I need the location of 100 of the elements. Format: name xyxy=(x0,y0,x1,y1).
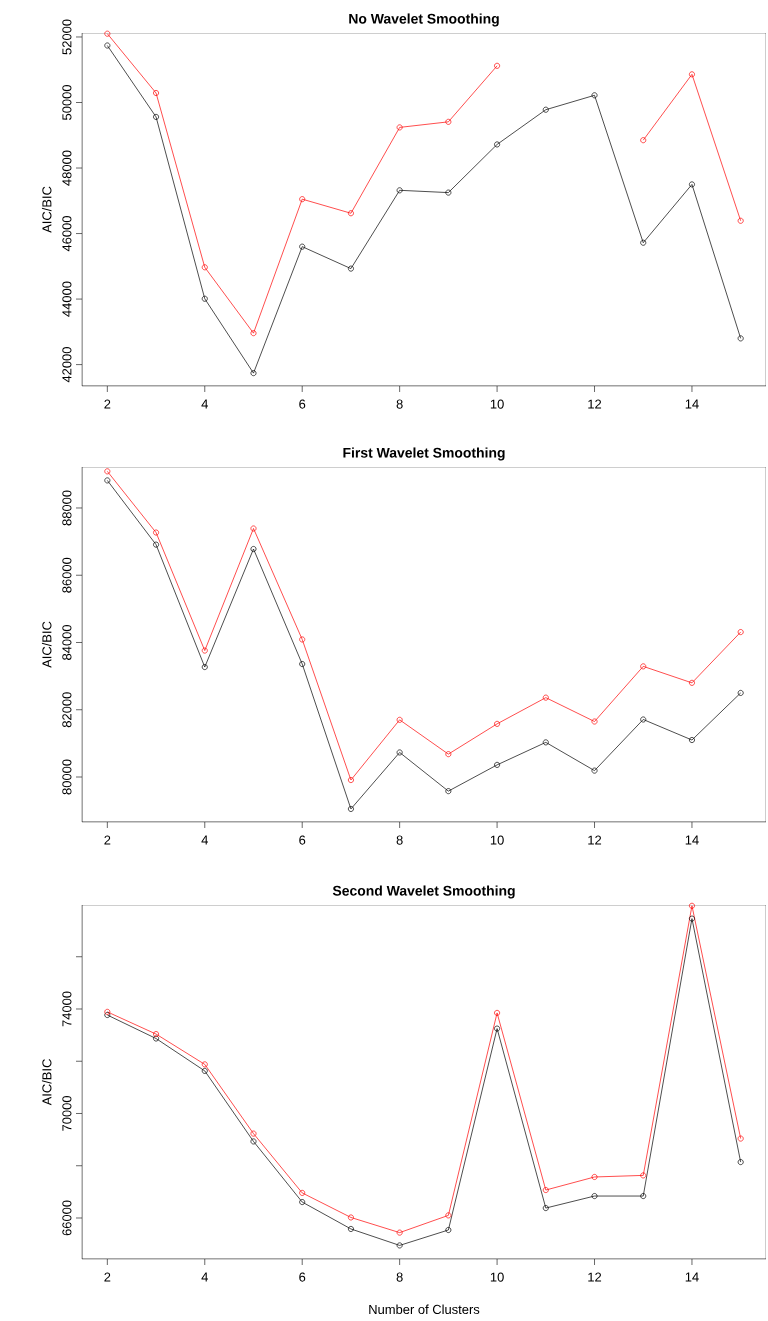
point xyxy=(494,141,501,148)
point xyxy=(689,915,695,922)
point xyxy=(640,663,647,670)
point xyxy=(299,196,306,203)
x-tick-label: 8 xyxy=(396,399,403,409)
point xyxy=(445,1212,452,1219)
point xyxy=(445,751,452,758)
point xyxy=(347,806,354,812)
point xyxy=(201,264,208,271)
x-tick-label: 12 xyxy=(588,1272,602,1282)
chart-title: Second Wavelet Smoothing xyxy=(332,885,515,899)
point xyxy=(396,1229,403,1236)
point xyxy=(591,718,598,725)
x-tick-label: 12 xyxy=(588,399,602,409)
x-tick-label: 6 xyxy=(299,1272,306,1282)
point xyxy=(201,295,208,302)
point xyxy=(542,694,549,701)
point xyxy=(542,739,549,746)
x-tick-label: 6 xyxy=(299,835,306,845)
y-tick-label: 48000 xyxy=(62,150,72,186)
point xyxy=(153,541,159,548)
point xyxy=(250,1138,257,1145)
x-tick-label: 14 xyxy=(685,835,699,845)
y-tick-label: 86000 xyxy=(62,557,72,593)
point xyxy=(494,761,501,768)
point xyxy=(299,1189,306,1196)
y-tick-label: 82000 xyxy=(62,692,72,728)
point xyxy=(591,1193,598,1199)
point xyxy=(347,265,354,272)
y-tick-label: 46000 xyxy=(62,216,72,252)
point xyxy=(396,716,403,723)
y-tick-label: 84000 xyxy=(62,624,72,660)
point xyxy=(591,767,598,774)
x-tick-label: 8 xyxy=(396,835,403,845)
x-axis-title: Number of Clusters xyxy=(369,1304,480,1315)
x-tick-label: 6 xyxy=(299,399,306,409)
x-tick-label: 14 xyxy=(685,399,699,409)
x-tick-label: 10 xyxy=(490,1272,504,1282)
point xyxy=(347,777,354,783)
point xyxy=(640,137,647,144)
y-tick-label: 42000 xyxy=(62,347,72,383)
point xyxy=(153,529,159,536)
y-tick-label: 44000 xyxy=(62,281,72,317)
point xyxy=(396,187,403,194)
y-axis-title: AIC/BIC xyxy=(41,186,52,233)
point xyxy=(640,1172,647,1179)
point xyxy=(689,679,695,686)
point xyxy=(299,243,306,250)
point xyxy=(591,92,598,99)
point xyxy=(250,330,257,337)
y-tick-label: 66000 xyxy=(62,1200,72,1236)
x-tick-label: 8 xyxy=(396,1272,403,1282)
y-axis-title: AIC/BIC xyxy=(41,621,52,668)
x-tick-label: 2 xyxy=(104,835,111,845)
point xyxy=(201,647,208,654)
point xyxy=(689,181,695,188)
point xyxy=(640,716,647,723)
point xyxy=(494,1009,501,1016)
point xyxy=(347,210,354,217)
point xyxy=(153,1031,159,1038)
point xyxy=(396,1242,403,1249)
y-tick-label: 74000 xyxy=(62,991,72,1027)
point xyxy=(299,661,306,667)
y-tick-label: 70000 xyxy=(62,1095,72,1131)
point xyxy=(396,749,403,756)
point xyxy=(153,113,159,120)
point xyxy=(494,1025,501,1032)
chart-title: First Wavelet Smoothing xyxy=(343,447,505,461)
point xyxy=(299,1199,306,1205)
point xyxy=(250,546,257,552)
point xyxy=(445,1227,452,1233)
y-axis-title: AIC/BIC xyxy=(41,1059,52,1106)
point xyxy=(542,106,549,113)
point xyxy=(689,737,695,743)
point xyxy=(640,239,647,246)
y-tick-label: 80000 xyxy=(62,759,72,795)
point xyxy=(542,1187,549,1193)
y-tick-label: 50000 xyxy=(62,85,72,120)
point xyxy=(445,118,452,125)
point xyxy=(689,71,695,78)
point xyxy=(250,370,257,377)
point xyxy=(250,525,257,532)
point xyxy=(153,1035,159,1042)
x-tick-label: 4 xyxy=(201,1272,208,1282)
y-tick-label: 52000 xyxy=(62,19,72,55)
point xyxy=(250,1130,257,1137)
x-tick-label: 12 xyxy=(588,835,602,845)
point xyxy=(494,720,501,727)
x-tick-label: 4 xyxy=(201,835,208,845)
point xyxy=(396,124,403,131)
point xyxy=(347,1226,354,1232)
chart-title: No Wavelet Smoothing xyxy=(349,13,499,27)
point xyxy=(201,1067,208,1074)
y-tick-label: 88000 xyxy=(62,490,72,526)
x-tick-label: 2 xyxy=(104,399,111,409)
x-tick-label: 10 xyxy=(490,399,504,409)
point xyxy=(640,1193,647,1199)
point xyxy=(201,664,208,670)
point xyxy=(494,62,501,69)
x-tick-label: 2 xyxy=(104,1272,111,1282)
